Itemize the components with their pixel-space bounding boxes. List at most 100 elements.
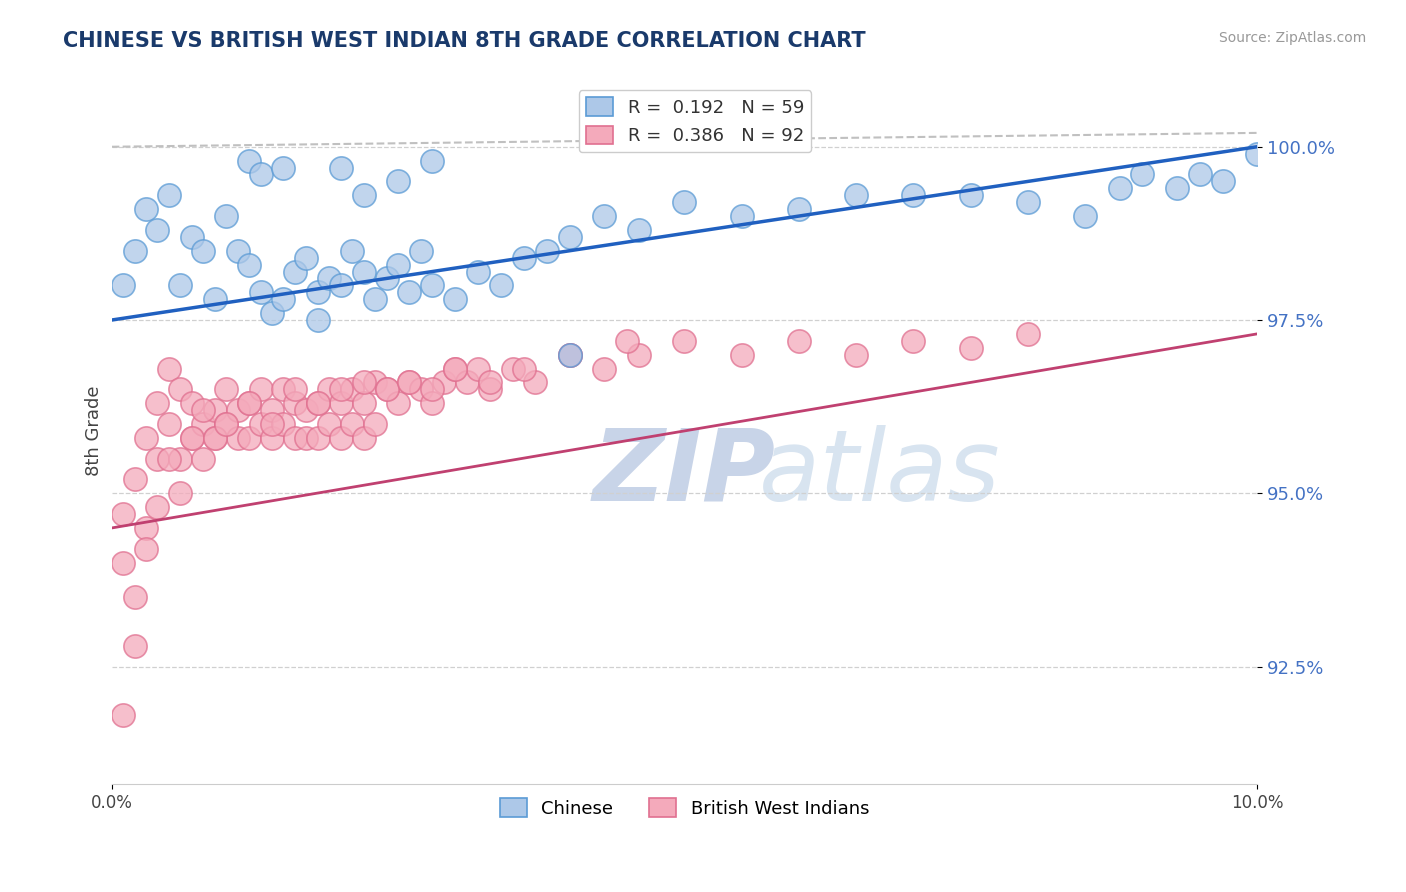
Point <box>903 334 925 348</box>
Point <box>422 396 444 410</box>
Point <box>329 382 352 396</box>
Point <box>318 271 340 285</box>
Point <box>180 431 202 445</box>
Point <box>409 244 432 258</box>
Point <box>616 334 638 348</box>
Point <box>787 334 810 348</box>
Point <box>124 639 146 653</box>
Point <box>204 292 226 306</box>
Point <box>260 403 283 417</box>
Point <box>193 417 215 431</box>
Point <box>124 244 146 258</box>
Point <box>409 382 432 396</box>
Point <box>273 292 295 306</box>
Point <box>318 417 340 431</box>
Point <box>353 396 375 410</box>
Point <box>260 431 283 445</box>
Point <box>249 382 271 396</box>
Legend: Chinese, British West Indians: Chinese, British West Indians <box>492 791 876 825</box>
Point <box>238 153 260 168</box>
Point <box>135 431 157 445</box>
Point <box>169 278 191 293</box>
Point <box>329 161 352 175</box>
Point <box>284 382 307 396</box>
Point <box>513 251 536 265</box>
Point <box>307 285 329 300</box>
Point <box>215 417 238 431</box>
Point <box>364 417 387 431</box>
Point <box>444 292 467 306</box>
Text: atlas: atlas <box>759 425 1001 522</box>
Point <box>249 417 271 431</box>
Point <box>353 431 375 445</box>
Point <box>375 382 398 396</box>
Point <box>558 348 581 362</box>
Point <box>513 361 536 376</box>
Point <box>730 348 752 362</box>
Point <box>364 376 387 390</box>
Point <box>329 278 352 293</box>
Point <box>135 202 157 216</box>
Point <box>169 486 191 500</box>
Point <box>467 264 489 278</box>
Point <box>215 382 238 396</box>
Point <box>284 431 307 445</box>
Point <box>146 223 169 237</box>
Point <box>340 417 363 431</box>
Point <box>169 451 191 466</box>
Point <box>169 382 191 396</box>
Point <box>295 431 318 445</box>
Point <box>364 292 387 306</box>
Point <box>673 334 696 348</box>
Point <box>307 431 329 445</box>
Text: CHINESE VS BRITISH WEST INDIAN 8TH GRADE CORRELATION CHART: CHINESE VS BRITISH WEST INDIAN 8TH GRADE… <box>63 31 866 51</box>
Point <box>180 431 202 445</box>
Point <box>536 244 558 258</box>
Point <box>422 382 444 396</box>
Point <box>593 209 616 223</box>
Point <box>238 431 260 445</box>
Point <box>238 396 260 410</box>
Point <box>340 244 363 258</box>
Point <box>307 396 329 410</box>
Point <box>260 306 283 320</box>
Point <box>1132 168 1154 182</box>
Point <box>249 168 271 182</box>
Point <box>422 278 444 293</box>
Point <box>398 376 420 390</box>
Point <box>135 521 157 535</box>
Point <box>1108 181 1130 195</box>
Point <box>226 431 249 445</box>
Point <box>157 361 180 376</box>
Point <box>627 223 650 237</box>
Point <box>112 507 135 521</box>
Point <box>375 271 398 285</box>
Point <box>845 188 868 202</box>
Point <box>318 382 340 396</box>
Point <box>1246 146 1268 161</box>
Point <box>478 376 501 390</box>
Point <box>238 258 260 272</box>
Point <box>478 382 501 396</box>
Point <box>959 188 981 202</box>
Point <box>273 161 295 175</box>
Point <box>112 708 135 723</box>
Point <box>273 417 295 431</box>
Point <box>593 361 616 376</box>
Point <box>353 264 375 278</box>
Point <box>249 285 271 300</box>
Point <box>226 244 249 258</box>
Point <box>398 376 420 390</box>
Point <box>295 251 318 265</box>
Point <box>193 451 215 466</box>
Point <box>387 396 409 410</box>
Point <box>444 361 467 376</box>
Point <box>112 556 135 570</box>
Point <box>146 500 169 515</box>
Point <box>146 451 169 466</box>
Text: ZIP: ZIP <box>593 425 776 522</box>
Point <box>387 174 409 188</box>
Point <box>845 348 868 362</box>
Point <box>1188 168 1211 182</box>
Point <box>422 153 444 168</box>
